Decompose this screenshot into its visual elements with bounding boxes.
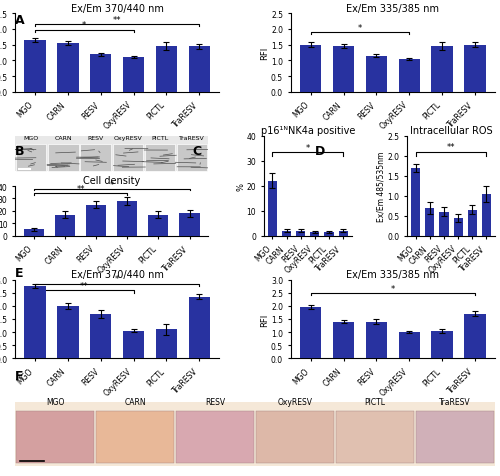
Title: Ex/Em 335/385 nm: Ex/Em 335/385 nm [346, 269, 440, 279]
Text: *: * [358, 23, 362, 32]
FancyBboxPatch shape [176, 411, 254, 463]
Bar [440, 212, 448, 236]
Text: C: C [192, 145, 202, 158]
Bar [398, 60, 420, 92]
Bar [398, 332, 420, 358]
Title: Ex/Em 370/440 nm: Ex/Em 370/440 nm [70, 269, 164, 279]
Bar [300, 46, 322, 92]
Bar [425, 208, 434, 236]
Bar [188, 297, 210, 358]
Bar [24, 41, 46, 92]
Text: CARN: CARN [54, 136, 72, 141]
Text: **: ** [113, 16, 122, 25]
Text: **: ** [80, 281, 88, 290]
Bar [24, 287, 46, 358]
Y-axis label: %: % [236, 182, 245, 190]
Bar [55, 215, 75, 236]
Bar [148, 215, 169, 236]
Bar [57, 44, 78, 92]
Bar [432, 331, 453, 358]
Bar [57, 306, 78, 358]
FancyBboxPatch shape [145, 145, 175, 171]
FancyBboxPatch shape [96, 411, 174, 463]
Text: E: E [15, 267, 24, 279]
Bar [156, 47, 177, 92]
FancyBboxPatch shape [16, 145, 46, 171]
Bar [366, 322, 387, 358]
Title: p16¹ᴺNK4a positive: p16¹ᴺNK4a positive [260, 126, 355, 136]
Bar [86, 205, 106, 236]
FancyBboxPatch shape [48, 145, 78, 171]
Bar [310, 232, 320, 236]
Bar [156, 330, 177, 358]
Text: PICTL: PICTL [364, 397, 386, 406]
Text: A: A [15, 14, 24, 27]
Bar [333, 47, 354, 92]
Title: Ex/Em 335/385 nm: Ex/Em 335/385 nm [346, 3, 440, 13]
Text: *: * [306, 144, 310, 153]
FancyBboxPatch shape [416, 411, 494, 463]
Title: Intracellular ROS: Intracellular ROS [410, 126, 492, 136]
Text: MGO: MGO [46, 397, 64, 406]
Bar [324, 232, 334, 236]
Bar [188, 47, 210, 92]
Title: Ex/Em 370/440 nm: Ex/Em 370/440 nm [70, 3, 164, 13]
Text: D: D [315, 145, 325, 158]
Text: OxyRESV: OxyRESV [114, 136, 142, 141]
Text: **: ** [447, 143, 456, 152]
Bar [338, 231, 347, 236]
Bar [454, 218, 462, 236]
Bar [300, 307, 322, 358]
Bar [117, 201, 138, 236]
Bar [333, 322, 354, 358]
FancyBboxPatch shape [177, 145, 208, 171]
Title: Cell density: Cell density [83, 176, 140, 186]
Text: TraRESV: TraRESV [180, 136, 205, 141]
Bar [432, 47, 453, 92]
Bar [482, 194, 491, 236]
Bar [123, 58, 144, 92]
Bar [366, 57, 387, 92]
Text: *: * [110, 180, 114, 189]
Bar [296, 231, 306, 236]
Text: *: * [390, 284, 395, 293]
Bar [282, 231, 291, 236]
Bar [180, 214, 200, 236]
Text: MGO: MGO [24, 136, 38, 141]
Text: B: B [15, 145, 24, 158]
FancyBboxPatch shape [336, 411, 413, 463]
FancyBboxPatch shape [256, 411, 334, 463]
Text: *: * [82, 21, 86, 30]
Text: TraRESV: TraRESV [439, 397, 471, 406]
FancyBboxPatch shape [80, 145, 110, 171]
Bar [464, 314, 485, 358]
Bar [411, 169, 420, 236]
Text: **: ** [76, 185, 85, 194]
Text: CARN: CARN [124, 397, 146, 406]
Bar [268, 181, 277, 236]
Text: *: * [115, 275, 119, 284]
Y-axis label: RFI: RFI [260, 313, 270, 326]
Bar [24, 230, 44, 236]
Y-axis label: Ex/Em 485/535nm: Ex/Em 485/535nm [377, 151, 386, 221]
Y-axis label: RFI: RFI [260, 47, 270, 60]
Text: RESV: RESV [205, 397, 225, 406]
Text: F: F [15, 369, 24, 382]
Bar [123, 331, 144, 358]
Text: PICTL: PICTL [152, 136, 168, 141]
Bar [468, 210, 477, 236]
FancyBboxPatch shape [16, 411, 94, 463]
Text: RESV: RESV [88, 136, 104, 141]
Text: OxyRESV: OxyRESV [278, 397, 312, 406]
Bar [464, 46, 485, 92]
FancyBboxPatch shape [112, 145, 143, 171]
Bar [90, 55, 112, 92]
Bar [90, 314, 112, 358]
